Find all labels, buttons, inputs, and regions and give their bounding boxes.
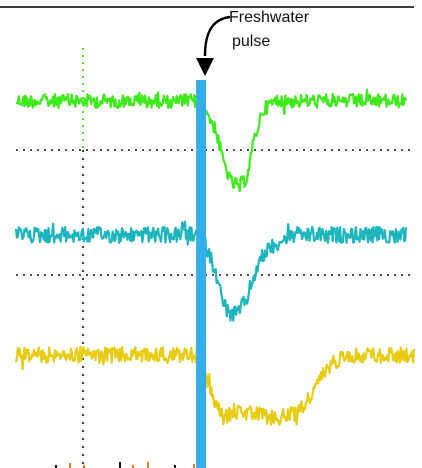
freshwater-pulse-band (196, 80, 206, 468)
trace-bottom-yellow (14, 342, 416, 427)
annotation-line-2: pulse (232, 33, 270, 50)
trace-middle-teal (14, 220, 408, 322)
annotation-line-1: Freshwater (229, 9, 310, 26)
trace-top-green (15, 88, 408, 193)
annotation-arrow (203, 15, 231, 57)
arrow-head-icon (196, 58, 214, 76)
